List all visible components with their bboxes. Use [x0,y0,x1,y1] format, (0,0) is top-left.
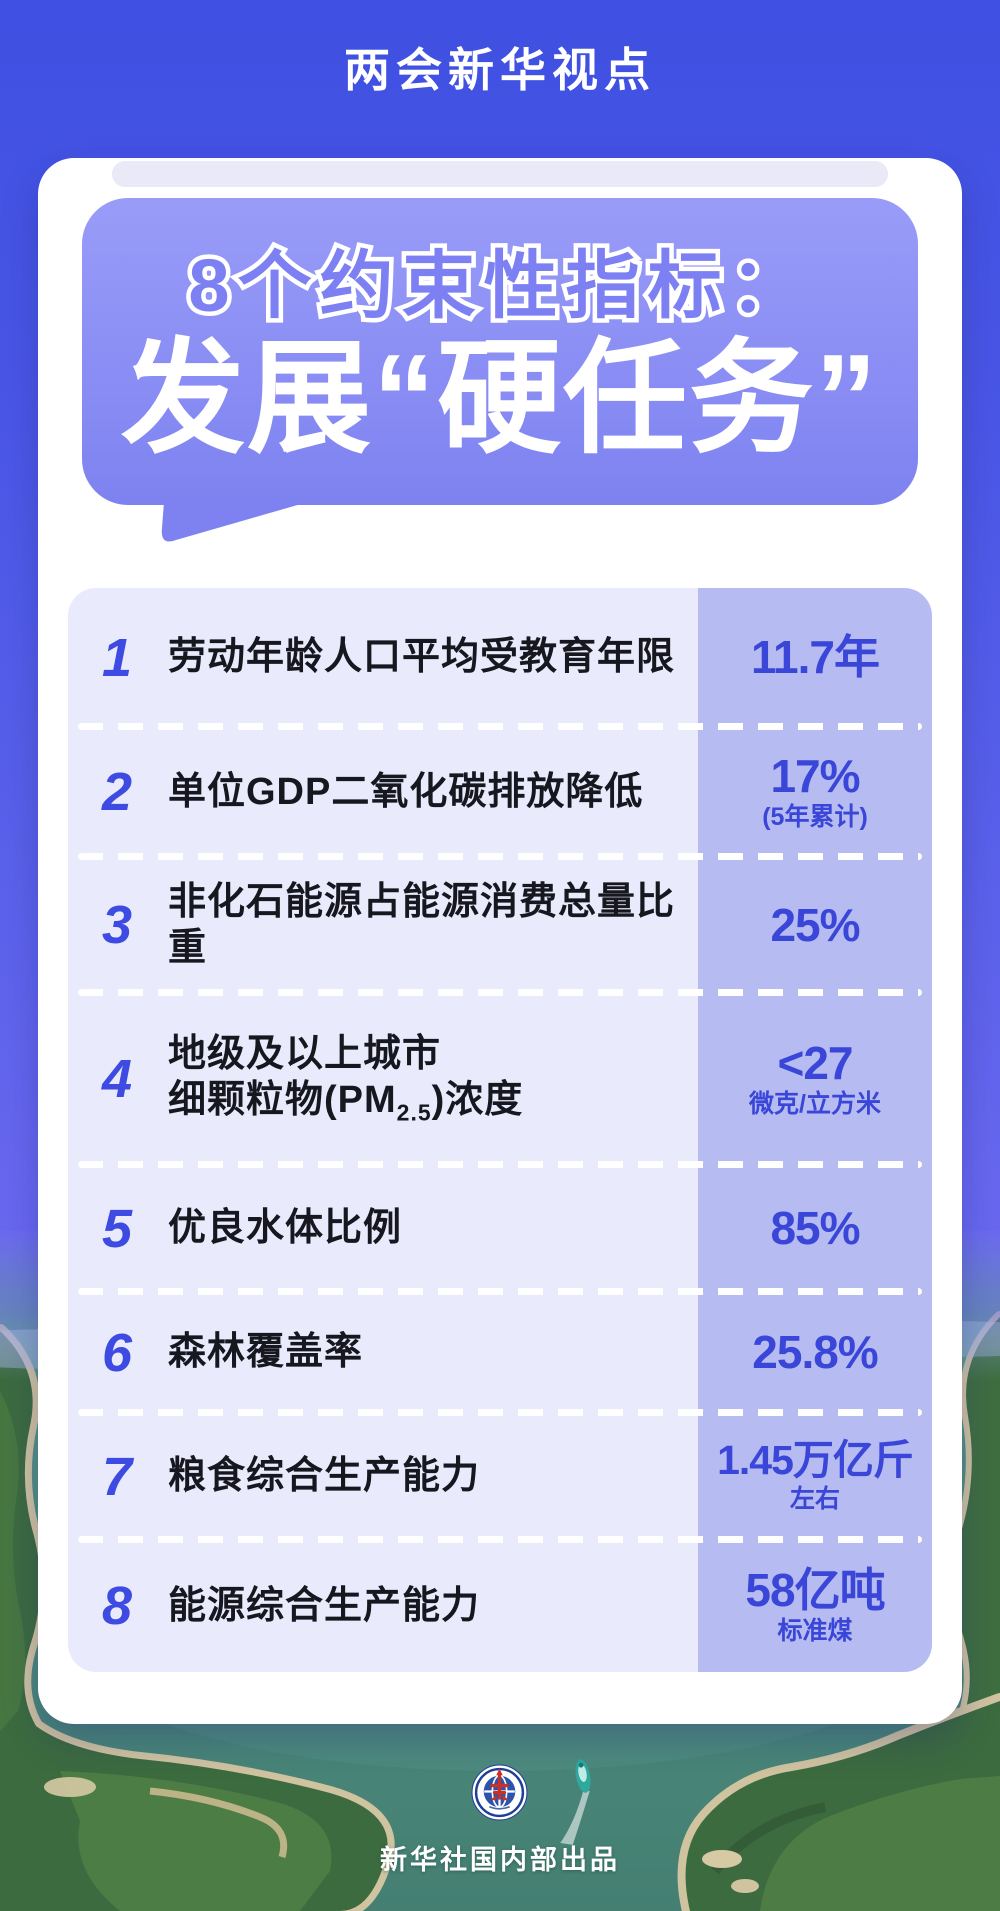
row-number: 8 [102,1576,133,1636]
row-number: 4 [102,1049,133,1109]
row-number: 5 [102,1198,133,1259]
hero-subtitle-outline: 8个约束性指标： [184,243,812,327]
indicators-table: 1 劳动年龄人口平均受教育年限 11.7年 2 单位GDP二氧化碳排放降低 17… [68,588,932,1672]
hero-subtitle: 8个约束性指标： 8个约束性指标： [82,243,918,327]
row-value: <27 [777,1036,853,1089]
row-value: 1.45万亿斤 [717,1436,914,1483]
row-value-unit: (5年累计) [762,802,868,831]
table-row: 8 能源综合生产能力 58亿吨 标准煤 [68,1536,932,1672]
pm25-subscript: 2.5 [396,1099,432,1126]
table-row: 2 单位GDP二氧化碳排放降低 17% (5年累计) [68,723,932,857]
row-value: 25% [770,898,860,951]
row-value-unit: 左右 [789,1484,840,1513]
table-row: 5 优良水体比例 85% [68,1161,932,1292]
row-label: 能源综合生产能力 [168,1584,481,1627]
row-value: 58亿吨 [745,1563,885,1616]
row-label: 粮食综合生产能力 [168,1455,481,1498]
row-value: 11.7年 [751,631,880,684]
row-number: 1 [102,627,133,688]
table-row: 4 地级及以上城市 细颗粒物(PM2.5)浓度 <27 微克/立方米 [68,989,932,1165]
table-row: 3 非化石能源占能源消费总量比重 25% [68,853,932,993]
table-row: 7 粮食综合生产能力 1.45万亿斤 左右 [68,1409,932,1540]
row-number: 6 [102,1322,133,1383]
content-card: 8个约束性指标： 8个约束性指标： 发展“硬任务” 1 劳动年龄人口平均受教育年… [38,158,962,1724]
table-row: 6 森林覆盖率 25.8% [68,1288,932,1413]
hero-title: 发展“硬任务” [120,329,879,468]
page-title: 两会新华视点 [344,44,656,96]
row-value-unit: 标准煤 [777,1616,853,1645]
row-value: 17% [770,749,860,802]
row-label: 森林覆盖率 [168,1331,364,1374]
row-label: 优良水体比例 [168,1207,403,1250]
value-column-background [698,588,932,1672]
row-number: 7 [102,1446,133,1507]
row-label: 非化石能源占能源消费总量比重 [168,880,676,969]
row-number: 2 [102,762,133,822]
row-label: 劳动年龄人口平均受教育年限 [168,636,676,679]
boat-icon [560,1759,591,1845]
xinhua-logo-icon [471,1764,528,1821]
hero-bubble: 8个约束性指标： 8个约束性指标： 发展“硬任务” [82,198,918,505]
card-top-accent [112,161,888,187]
row-number: 3 [102,895,133,955]
row-value: 25.8% [752,1326,878,1379]
footer-credit: 新华社国内部出品 [380,1845,620,1875]
table-row: 1 劳动年龄人口平均受教育年限 11.7年 [68,588,932,727]
speech-bubble-tail-icon [161,502,308,542]
row-label: 地级及以上城市 细颗粒物(PM2.5)浓度 [168,1033,524,1126]
row-value: 85% [770,1202,860,1255]
row-label: 单位GDP二氧化碳排放降低 [168,770,644,813]
row-value-unit: 微克/立方米 [749,1089,881,1118]
